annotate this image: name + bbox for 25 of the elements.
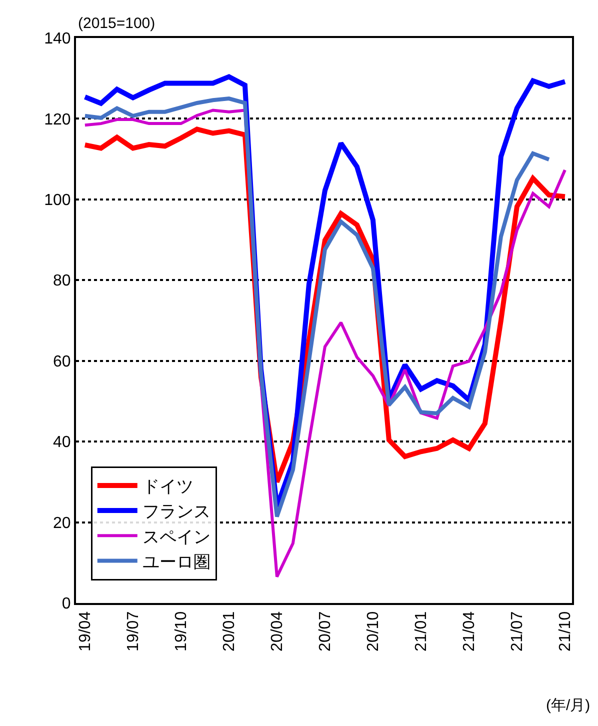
x-tick-label: 21/07 [509,611,526,652]
x-tick-label: 21/10 [557,611,574,652]
x-tick-label: 20/04 [269,611,286,652]
legend-label: ドイツ [142,477,194,496]
legend-label: ユーロ圏 [142,552,210,572]
legend-label: フランス [142,502,210,522]
y-axis-title: (2015=100) [78,15,156,32]
y-tick-label: 60 [53,353,71,370]
y-tick-label: 100 [44,192,71,210]
x-tick-label: 20/10 [365,611,382,652]
y-tick-label: 40 [53,434,71,452]
y-tick-label: 80 [53,272,71,290]
x-tick-label: 19/04 [77,611,94,652]
x-tick-label: 20/07 [317,611,334,652]
y-tick-label: 140 [44,30,71,48]
x-tick-label: 20/01 [221,611,238,652]
y-tick-label: 120 [44,111,71,128]
x-tick-label: 19/07 [125,611,142,652]
legend-label: スペイン [142,527,210,546]
x-tick-label: 21/04 [461,611,478,652]
y-tick-label: 0 [62,596,71,613]
x-tick-label: 19/10 [173,611,190,652]
y-tick-label: 20 [53,514,71,532]
x-tick-label: 21/01 [413,611,430,652]
x-axis-title: (年/月) [546,697,590,714]
